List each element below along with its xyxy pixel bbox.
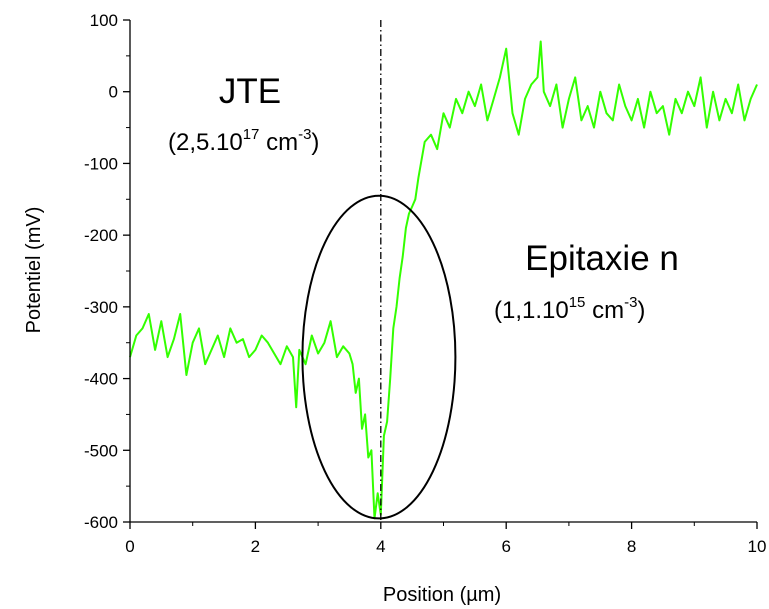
highlight-ellipse	[301, 194, 457, 520]
epitaxie-doping-suffix: )	[637, 297, 645, 324]
y-tick-label: -600	[84, 513, 118, 532]
epitaxie-doping-unit: cm	[585, 297, 624, 324]
epitaxie-doping-exponent: 15	[569, 294, 586, 311]
plot-area	[129, 20, 758, 522]
y-tick-label: 0	[109, 83, 118, 102]
jte-doping-exponent: 17	[243, 126, 260, 143]
jte-label: JTE	[219, 72, 281, 111]
jte-doping-unit: cm	[259, 129, 298, 156]
x-tick-label: 8	[627, 537, 636, 556]
x-tick-label: 10	[748, 537, 767, 556]
epitaxie-doping-prefix: (1,1.10	[494, 297, 569, 324]
x-tick-label: 4	[376, 537, 385, 556]
epitaxie-doping-label: (1,1.1015 cm-3)	[494, 294, 645, 324]
x-tick-label: 0	[125, 537, 134, 556]
jte-doping-prefix: (2,5.10	[168, 129, 243, 156]
epitaxie-doping-unit-exponent: -3	[624, 294, 637, 311]
y-tick-label: -100	[84, 154, 118, 173]
y-tick-label: 100	[90, 11, 118, 30]
y-axis-title: Potentiel (mV)	[23, 207, 45, 334]
jte-doping-suffix: )	[311, 129, 319, 156]
axes: 100 0 -100 -200 -300 -400 -500 -600 0 2 4 6 8 10	[84, 11, 766, 556]
series-line	[129, 40, 758, 520]
x-tick-label: 2	[251, 537, 260, 556]
y-tick-label: -300	[84, 298, 118, 317]
x-axis-title: Position (µm)	[383, 584, 501, 606]
jte-doping-label: (2,5.1017 cm-3)	[168, 126, 319, 156]
y-tick-label: -200	[84, 226, 118, 245]
jte-doping-unit-exponent: -3	[298, 126, 311, 143]
y-tick-label: -400	[84, 370, 118, 389]
x-tick-label: 6	[501, 537, 510, 556]
epitaxie-label: Epitaxie n	[525, 239, 679, 278]
y-tick-label: -500	[84, 441, 118, 460]
